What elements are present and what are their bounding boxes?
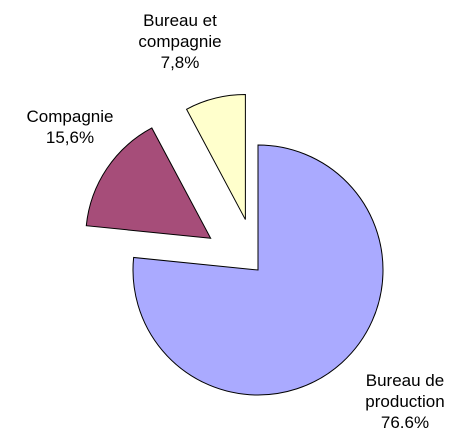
pie-slice (185, 94, 246, 220)
slice-label: Bureau et compagnie 7,8% (115, 10, 245, 73)
category-label: Bureau de production (365, 371, 445, 411)
slice-label: Compagnie 15,6% (5, 106, 135, 148)
category-label: Bureau et compagnie (138, 11, 222, 51)
value-label: 7,8% (160, 53, 200, 72)
pie-slice (132, 144, 384, 396)
value-label: 15,6% (45, 128, 95, 147)
value-label: 76.6% (380, 413, 430, 432)
category-label: Compagnie (26, 107, 114, 126)
slice-label: Bureau de production 76.6% (345, 370, 462, 433)
pie-slice (85, 127, 212, 239)
